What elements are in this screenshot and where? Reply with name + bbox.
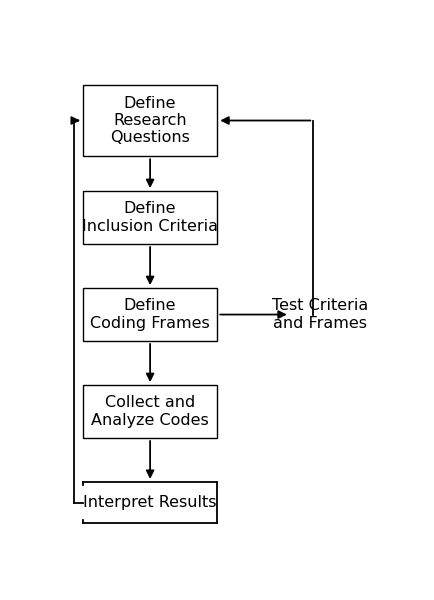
Text: Define
Inclusion Criteria: Define Inclusion Criteria — [82, 202, 218, 234]
Bar — [83, 385, 217, 438]
Text: Test Criteria
and Frames: Test Criteria and Frames — [272, 298, 368, 331]
Text: Define
Coding Frames: Define Coding Frames — [90, 298, 210, 331]
Bar — [83, 288, 217, 341]
Bar — [83, 191, 217, 244]
Bar — [83, 85, 217, 157]
Text: Collect and
Analyze Codes: Collect and Analyze Codes — [91, 395, 209, 428]
Text: Interpret Results: Interpret Results — [83, 495, 217, 510]
Text: Define
Research
Questions: Define Research Questions — [110, 95, 190, 145]
